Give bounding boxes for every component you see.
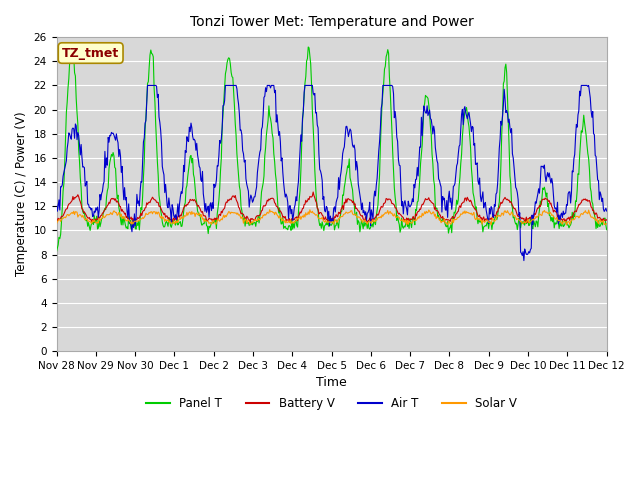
Title: Tonzi Tower Met: Temperature and Power: Tonzi Tower Met: Temperature and Power [189, 15, 474, 29]
Y-axis label: Temperature (C) / Power (V): Temperature (C) / Power (V) [15, 112, 28, 276]
X-axis label: Time: Time [316, 376, 347, 389]
Text: TZ_tmet: TZ_tmet [62, 47, 119, 60]
Legend: Panel T, Battery V, Air T, Solar V: Panel T, Battery V, Air T, Solar V [141, 392, 522, 414]
